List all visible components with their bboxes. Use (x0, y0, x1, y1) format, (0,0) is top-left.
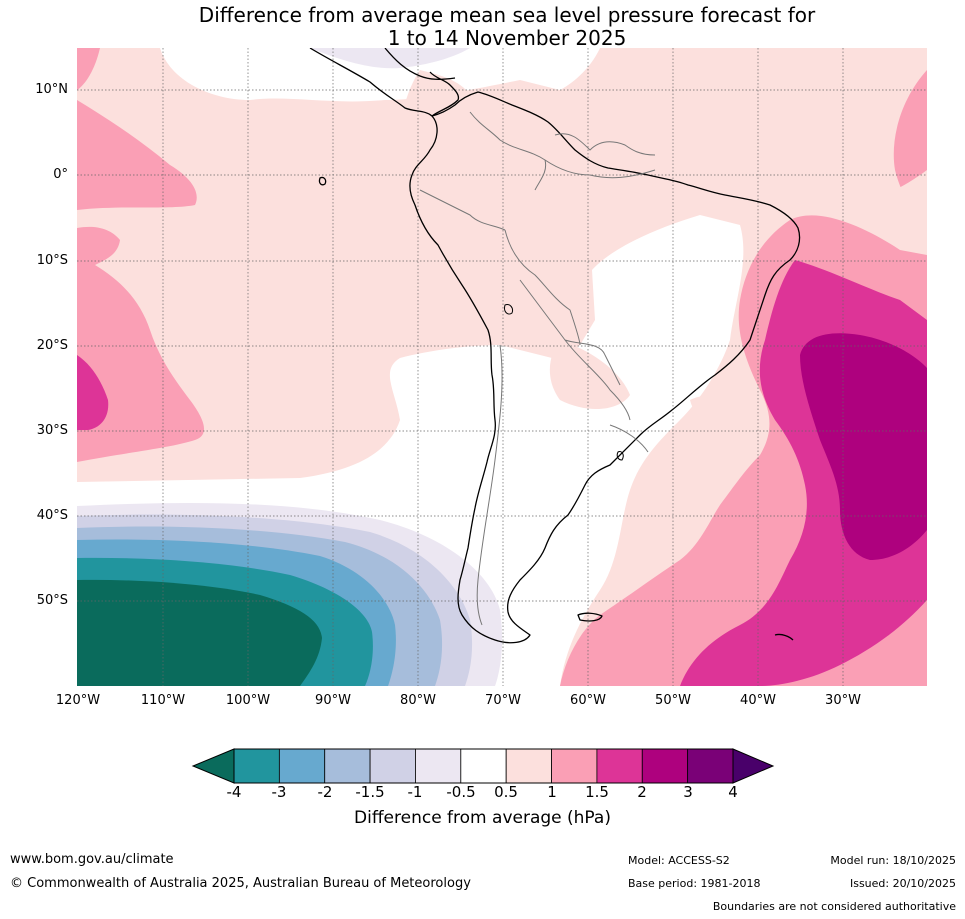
colorbar-tick: 1 (547, 783, 557, 801)
south-georgia (774, 633, 794, 641)
coastlines (309, 48, 801, 644)
lat-label-10n: 10°N (35, 82, 68, 97)
colorbar-box (460, 748, 507, 784)
colorbar-box (278, 748, 326, 784)
boundary-paraguay (564, 339, 631, 421)
lat-label-50s: 50°S (36, 593, 68, 608)
lon-label-50w: 50°W (655, 693, 691, 708)
colorbar-box (415, 748, 462, 784)
colorbar-box (233, 748, 280, 784)
anomaly-region-2-to-3-atlantic (800, 333, 927, 560)
colorbar-extend-low (191, 748, 235, 784)
lon-label-110w: 110°W (140, 693, 186, 708)
anomaly-region-1-to-1.5-pacific-south (77, 226, 205, 462)
footer-base-period: Base period: 1981-2018 (628, 877, 761, 890)
lakes (504, 304, 624, 461)
lat-label-30s: 30°S (36, 423, 68, 438)
colorbar-tick: 3 (683, 783, 693, 801)
colorbar-tick: 4 (728, 783, 738, 801)
colorbar-tick: 1.5 (585, 783, 609, 801)
lake-mirim (616, 451, 624, 461)
lake-titicaca (504, 304, 513, 315)
lat-label-0: 0° (53, 167, 68, 182)
boundary-colombia-peru (419, 189, 506, 231)
colorbar-box (596, 748, 643, 784)
colorbar-tick: -1 (407, 783, 423, 801)
colorbar-extend-high (732, 748, 775, 784)
lat-label-40s: 40°S (36, 508, 68, 523)
map-title: Difference from average mean sea level p… (0, 4, 965, 50)
boundary-brazil-north (544, 159, 656, 179)
colorbar-box (505, 748, 552, 784)
anomaly-region-minus-4-to-minus-3 (77, 579, 322, 686)
anomaly-region-neutral-north (160, 48, 600, 102)
lat-label-10s: 10°S (36, 253, 68, 268)
colorbar-box (369, 748, 416, 784)
lon-label-70w: 70°W (485, 693, 521, 708)
footer-model: Model: ACCESS-S2 (628, 854, 730, 867)
boundary-chile-argentina (476, 344, 503, 626)
colorbar-tick: -0.5 (446, 783, 476, 801)
central-america-coast (309, 48, 460, 117)
colorbar-box (641, 748, 689, 784)
boundary-bolivia-brazil (519, 279, 621, 386)
colorbar-boxes (233, 748, 734, 784)
colorbar-outline (233, 748, 734, 784)
anomaly-field (77, 48, 927, 686)
lon-label-120w: 120°W (55, 693, 101, 708)
colorbar-box (551, 748, 598, 784)
lon-label-60w: 60°W (570, 693, 606, 708)
country-boundaries (419, 111, 656, 626)
footer-website: www.bom.gov.au/climate (10, 852, 174, 867)
colorbar (191, 748, 775, 784)
lon-label-100w: 100°W (225, 693, 271, 708)
colorbar-tick: -1.5 (355, 783, 385, 801)
anomaly-region-1-to-1.5-pacific-north (77, 48, 100, 90)
lon-label-30w: 30°W (825, 693, 861, 708)
footer-disclaimer: Boundaries are not considered authoritat… (712, 900, 956, 913)
anomaly-region-1-to-1.5-pacific-equator (77, 100, 197, 210)
title-line-1: Difference from average mean sea level p… (198, 3, 816, 27)
galapagos-islands (318, 176, 327, 186)
colorbar-tick: 2 (637, 783, 647, 801)
lon-label-40w: 40°W (740, 693, 776, 708)
colorbar-tick: -4 (226, 783, 242, 801)
anomaly-region-0.5-to-1-atlantic-east (740, 70, 927, 250)
falkland-islands (577, 612, 603, 622)
title-line-2: 1 to 14 November 2025 (387, 26, 627, 50)
colorbar-title: Difference from average (hPa) (354, 808, 611, 828)
anomaly-region-1.5-to-2-pacific (77, 355, 109, 430)
footer-copyright: © Commonwealth of Australia 2025, Austra… (10, 876, 471, 891)
boundary-uruguay (609, 424, 649, 453)
anomaly-region-south-atlantic-patch (690, 395, 721, 420)
lon-label-90w: 90°W (315, 693, 351, 708)
colorbar-box (324, 748, 371, 784)
colorbar-tick: 0.5 (494, 783, 518, 801)
anomaly-region-plata-patch (549, 340, 630, 410)
colorbar-tick: -3 (271, 783, 287, 801)
lon-label-80w: 80°W (400, 693, 436, 708)
footer-issued: Issued: 20/10/2025 (849, 877, 956, 890)
lat-label-20s: 20°S (36, 338, 68, 353)
map-gridlines (77, 48, 927, 686)
anomaly-region-caribbean-low (310, 48, 470, 69)
boundary-peru-brazil (504, 229, 581, 346)
footer-model-run: Model run: 18/10/2025 (830, 854, 956, 867)
colorbar-box (687, 748, 734, 784)
south-america-coast (409, 91, 801, 644)
boundary-guianas (554, 133, 656, 156)
colorbar-tick: -2 (317, 783, 333, 801)
boundary-colombia-venezuela (469, 111, 547, 191)
